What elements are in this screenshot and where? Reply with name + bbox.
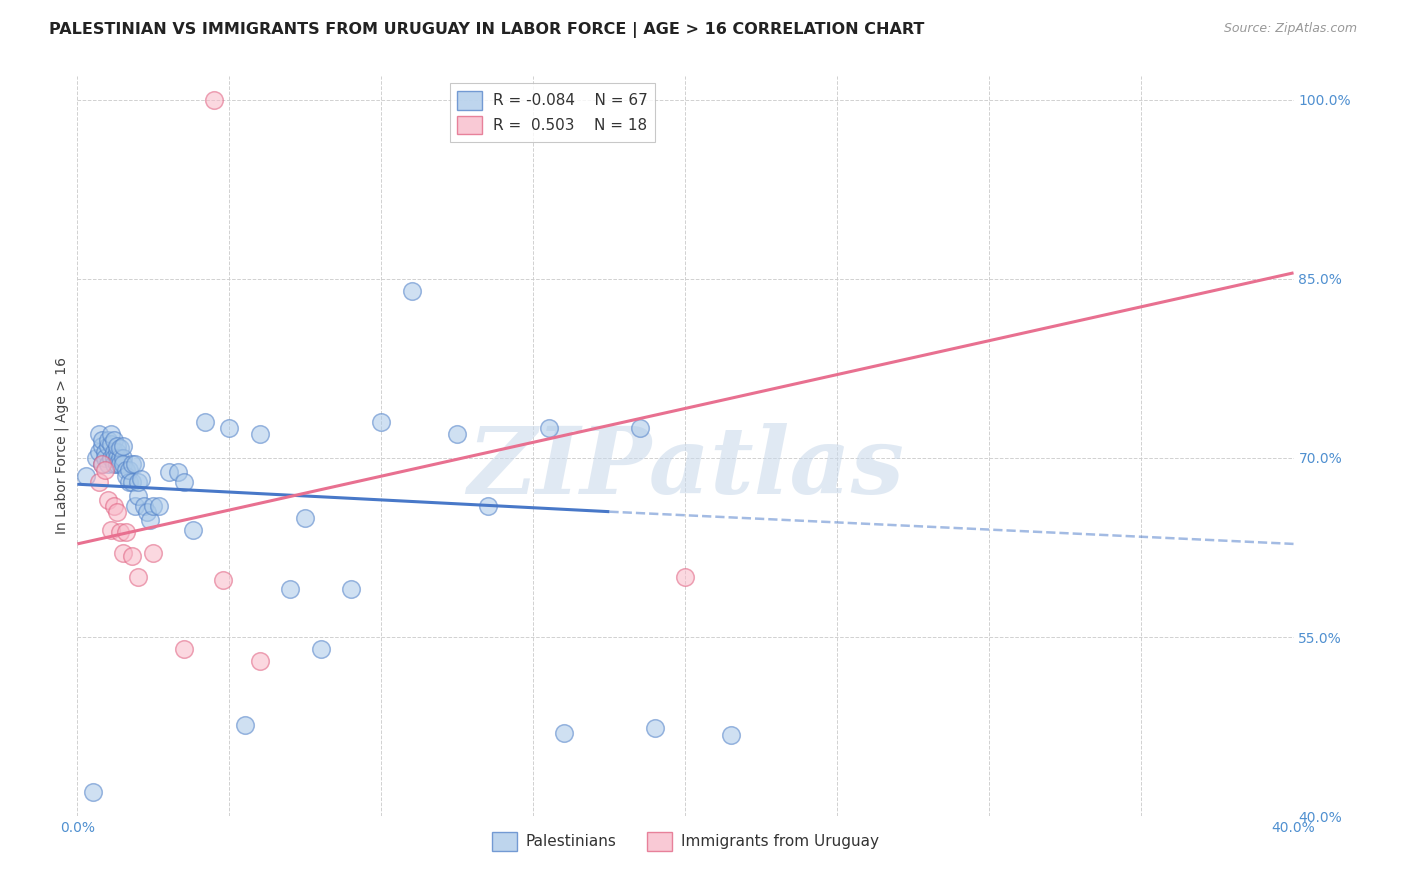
Point (173, 475, 195, 489)
Point (218, 421, 240, 435)
Point (401, 284, 423, 298)
Point (233, 718, 256, 732)
Point (309, 642, 332, 657)
Point (127, 489, 149, 503)
Point (105, 457, 128, 471)
Point (124, 499, 146, 513)
Point (644, 721, 666, 735)
Point (93, 450, 115, 465)
Point (111, 546, 134, 560)
Point (93, 445, 115, 459)
Point (90, 439, 112, 453)
Point (103, 457, 125, 471)
Point (537, 421, 560, 435)
Point (477, 499, 499, 513)
Point (105, 439, 128, 453)
Point (340, 582, 363, 597)
Point (166, 465, 188, 479)
Point (157, 465, 180, 479)
Point (142, 499, 165, 513)
Point (553, 725, 575, 739)
Point (675, 570, 697, 584)
Point (97, 457, 120, 471)
Point (108, 524, 131, 539)
Point (75, 468, 97, 483)
Point (87, 445, 110, 459)
Point (105, 450, 128, 465)
Point (115, 524, 138, 539)
Point (93, 463, 115, 477)
Text: PALESTINIAN VS IMMIGRANTS FROM URUGUAY IN LABOR FORCE | AGE > 16 CORRELATION CHA: PALESTINIAN VS IMMIGRANTS FROM URUGUAY I… (49, 22, 925, 38)
Point (127, 570, 149, 584)
Point (173, 642, 195, 657)
Point (115, 463, 138, 477)
Point (249, 654, 271, 668)
Point (111, 439, 134, 453)
Point (82, 785, 104, 799)
Point (111, 457, 134, 471)
Point (194, 415, 217, 429)
Point (103, 433, 125, 447)
Point (148, 499, 170, 513)
Point (97, 492, 120, 507)
Point (212, 573, 235, 587)
Point (134, 499, 156, 513)
Point (121, 549, 143, 563)
Point (100, 523, 122, 537)
Point (121, 457, 143, 471)
Point (278, 582, 301, 597)
Point (294, 510, 316, 524)
Point (100, 436, 122, 450)
Text: ZIPatlas: ZIPatlas (467, 423, 904, 513)
Point (127, 475, 149, 489)
Point (103, 445, 125, 459)
Point (90, 457, 112, 471)
Point (97, 439, 120, 453)
Point (121, 475, 143, 489)
Text: Source: ZipAtlas.com: Source: ZipAtlas.com (1223, 22, 1357, 36)
Point (124, 457, 146, 471)
Point (87, 475, 110, 489)
Point (142, 546, 165, 560)
Point (136, 505, 159, 519)
Point (118, 463, 141, 477)
Point (105, 505, 128, 519)
Point (103, 450, 125, 465)
Point (90, 457, 112, 471)
Point (108, 450, 131, 465)
Point (129, 472, 152, 486)
Point (249, 427, 271, 442)
Point (105, 445, 128, 459)
Point (84, 450, 107, 465)
Point (87, 427, 110, 442)
Point (202, 93, 225, 107)
Point (370, 415, 392, 429)
Point (108, 442, 131, 456)
Point (103, 499, 125, 513)
Point (100, 427, 122, 442)
Point (115, 468, 138, 483)
Point (97, 433, 120, 447)
Point (118, 475, 141, 489)
Point (628, 421, 651, 435)
Point (100, 450, 122, 465)
Point (720, 728, 742, 742)
Point (446, 427, 468, 442)
Point (111, 450, 134, 465)
Point (90, 433, 112, 447)
Point (181, 523, 204, 537)
Point (139, 513, 162, 527)
Point (108, 457, 131, 471)
Legend: Palestinians, Immigrants from Uruguay: Palestinians, Immigrants from Uruguay (486, 826, 884, 856)
Y-axis label: In Labor Force | Age > 16: In Labor Force | Age > 16 (55, 358, 69, 534)
